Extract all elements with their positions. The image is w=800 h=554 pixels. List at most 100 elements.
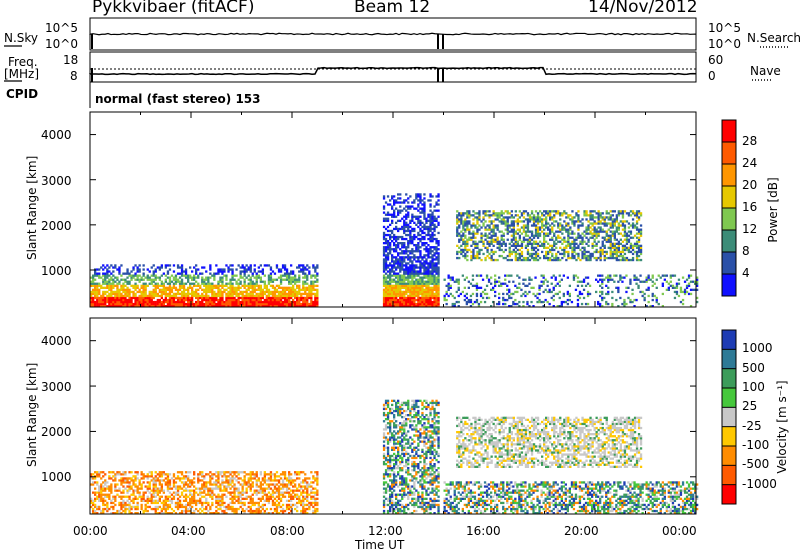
power-cell-r2: [553, 244, 556, 247]
power-cell-r1: [409, 288, 412, 291]
power-cell-r0: [263, 284, 266, 287]
power-cell-r1: [382, 280, 386, 283]
power-cell-r0: [267, 264, 271, 267]
power-cell-r1: [415, 223, 418, 226]
power-cell-r3: [631, 292, 634, 296]
power-cell-r0: [294, 280, 297, 283]
velocity-cell-r0: [134, 507, 137, 511]
power-cell-r1: [419, 246, 422, 249]
power-cell-r0: [316, 292, 319, 296]
velocity-cell-r0: [166, 495, 170, 498]
power-cell-r2: [520, 252, 524, 256]
power-cell-r0: [166, 294, 170, 298]
power-cell-r2: [625, 238, 629, 241]
power-cell-r0: [152, 278, 155, 281]
power-cell-r3: [487, 278, 491, 281]
power-cell-r3: [595, 278, 598, 281]
power-cell-r3: [465, 300, 468, 304]
power-cell-r1: [397, 235, 400, 239]
power-cell-r2: [468, 228, 471, 231]
power-cell-r1: [405, 264, 408, 267]
power-cell-r2: [478, 248, 481, 252]
power-cell-r1: [403, 246, 406, 249]
power-cell-r0: [304, 266, 307, 269]
power-cell-r3: [447, 276, 450, 279]
power-cell-r2: [474, 244, 477, 247]
power-cell-r2: [609, 222, 612, 225]
velocity-cell-r0: [98, 487, 101, 490]
power-cell-r0: [302, 296, 305, 300]
velocity-cell-r0: [160, 507, 163, 511]
power-cell-r2: [629, 230, 633, 233]
power-cell-r1: [429, 237, 432, 241]
velocity-cell-r0: [96, 507, 99, 511]
power-cell-r2: [482, 224, 485, 227]
power-cell-r0: [184, 274, 188, 277]
power-cell-r2: [593, 222, 596, 225]
power-cell-r1: [397, 292, 400, 296]
power-cell-r2: [565, 244, 568, 247]
power-cell-r1: [403, 264, 406, 267]
power-cell-r3: [526, 300, 529, 304]
power-cell-r1: [425, 217, 428, 220]
power-cell-r0: [140, 290, 143, 294]
power-cell-r2: [456, 250, 459, 254]
power-cell-r1: [384, 296, 388, 300]
power-cell-r1: [423, 262, 426, 265]
power-cell-r1: [419, 286, 422, 289]
velocity-cell-r0: [130, 487, 133, 490]
power-cell-r2: [472, 236, 475, 239]
power-cell-r0: [205, 278, 208, 281]
velocity-cell-r0: [148, 475, 151, 478]
velocity-cell-r0: [146, 497, 149, 500]
power-cell-r2: [520, 214, 524, 217]
power-cell-r0: [298, 280, 301, 283]
power-cell-r1: [417, 296, 420, 300]
power-cell-r0: [132, 290, 135, 294]
power-cell-r1: [411, 201, 414, 204]
power-cell-r0: [144, 284, 147, 287]
power-cell-r3: [605, 284, 608, 287]
power-cell-r2: [589, 222, 592, 225]
power-cell-r1: [431, 213, 434, 216]
power-cell-r1: [437, 278, 440, 281]
power-cell-r1: [417, 199, 420, 202]
power-cell-r0: [120, 264, 123, 267]
power-cell-r1: [423, 272, 426, 275]
velocity-cell-r0: [160, 489, 163, 492]
power-cell-r0: [239, 300, 242, 304]
power-cell-r3: [651, 294, 654, 298]
power-cell-r2: [609, 240, 612, 243]
power-cell-r0: [269, 300, 273, 304]
power-cell-r0: [275, 278, 279, 281]
power-cell-r3: [647, 276, 650, 279]
power-cell-r1: [403, 296, 406, 300]
power-cell-r0: [217, 298, 220, 302]
power-cell-r1: [423, 270, 426, 273]
power-cell-r0: [187, 278, 190, 281]
power-cell-r3: [584, 284, 588, 287]
power-cell-r1: [403, 260, 406, 263]
power-cell-r2: [492, 230, 495, 233]
power-cell-r3: [524, 278, 527, 281]
power-cell-r0: [106, 264, 109, 267]
power-cell-r0: [304, 305, 307, 308]
power-cell-r1: [409, 305, 412, 308]
power-cell-r0: [265, 286, 268, 289]
power-cell-r0: [201, 282, 204, 285]
power-cell-r0: [106, 270, 109, 273]
power-cell-r1: [405, 284, 408, 287]
power-cell-r1: [435, 290, 438, 294]
power-cell-r1: [427, 290, 430, 294]
power-cell-r3: [443, 296, 446, 300]
velocity-cell-r0: [174, 501, 178, 505]
power-cell-r0: [128, 296, 131, 300]
power-cell-r2: [573, 250, 576, 254]
power-cell-r0: [217, 305, 220, 308]
power-cell-r0: [277, 305, 281, 308]
power-cell-r0: [116, 284, 119, 287]
power-cell-r0: [288, 298, 291, 302]
power-cell-r1: [384, 240, 388, 243]
power-cell-r0: [277, 298, 281, 302]
power-cell-r2: [565, 240, 568, 243]
